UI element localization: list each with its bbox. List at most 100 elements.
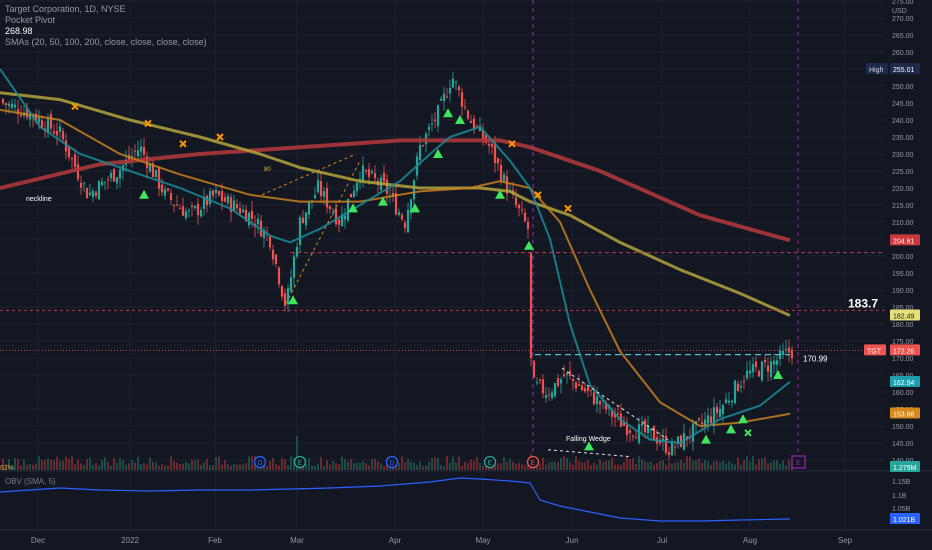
annotation-80: 80 [264,167,271,173]
volume-bar [17,458,19,470]
sma20-line [0,68,791,445]
candle-body [181,206,185,216]
volume-bar [764,457,766,470]
candle-body [175,204,179,206]
volume-bar [470,459,472,470]
falling-wedge-annotation: Falling Wedge [566,436,611,443]
volume-bar [641,459,643,470]
volume-bar [281,458,283,470]
volume-bar [230,465,232,470]
indicator-pocket-pivot[interactable]: Pocket Pivot [5,15,56,25]
volume-bar [338,464,340,470]
volume-bar [380,463,382,470]
candle-body [70,157,74,159]
event-marker-icon [385,455,399,469]
candle-body [166,188,170,191]
falling-wedge-upper [561,367,669,441]
pocket-pivot-marker [584,441,594,451]
candle-body [100,181,104,186]
candle-body [172,204,176,206]
volume-bar [320,456,322,470]
volume-bar [137,456,139,470]
candle-body [394,192,398,215]
volume-bar [110,465,112,470]
volume-bar [434,457,436,470]
candle-body [187,210,191,212]
candle-body [316,180,320,192]
volume-bar [728,461,730,470]
candle-body [373,173,377,179]
candle-body [469,120,473,124]
volume-bar [779,464,781,470]
event-marker-label: E [531,460,536,467]
obv-value-badge-bg [890,513,920,524]
candle-body [784,348,788,351]
volume-bar [548,462,550,470]
candle-body [184,211,188,219]
volume-bar [335,463,337,470]
candle-body [154,169,158,177]
candle-body [262,229,266,238]
volume-bar [332,461,334,470]
volume-bar [116,462,118,470]
volume-bar [203,462,205,470]
y-axis-tick: 220.00 [892,186,914,193]
y-axis-tick: 170.00 [892,356,914,363]
candle-body [58,126,62,132]
x-axis-tick: Aug [743,536,757,545]
volume-bar [560,457,562,470]
candle-body [115,177,119,184]
sma20-badge: 162.94 [893,380,915,387]
volume-bar [206,458,208,470]
candle-body [718,408,722,417]
candle-body [190,205,194,207]
volume-bar [275,464,277,470]
falling-wedge-lower [547,449,631,458]
ticker-badge: TGT [867,348,882,355]
candle-body [406,209,410,233]
candle-body [523,212,527,222]
candle-body [313,194,317,199]
volume-bar [278,465,280,470]
candle-body [307,201,311,215]
volume-bar [482,465,484,470]
cross-marker [534,191,542,199]
candle-body [328,206,332,210]
volume-bar [191,459,193,470]
obv-axis-tick: 1.1B [892,493,907,500]
x-axis-tick: Jul [657,536,667,545]
candle-body [529,252,533,358]
volume-bar [374,458,376,470]
candle-body [757,371,761,377]
volume-bar [272,457,274,470]
y-axis-tick: 240.00 [892,118,914,125]
candle-body [466,110,470,119]
candle-body [292,256,296,278]
volume-bar [698,458,700,470]
volume-bar [104,457,106,470]
pocket-pivot-marker [524,240,534,250]
candle-body [277,267,281,285]
candle-body [541,379,545,394]
trend-line-80 [261,153,357,196]
indicator-smas[interactable]: SMAs (20, 50, 100, 200, close, close, cl… [5,37,207,47]
y-axis-tick: 235.00 [892,135,914,142]
candle-body [628,430,632,433]
volume-bar [86,459,88,470]
sma100-line [0,91,791,317]
candle-body [73,154,77,168]
volume-bar [455,462,457,470]
candle-body [244,209,248,222]
candle-body [55,130,59,136]
y-axis-tick: 150.00 [892,424,914,431]
volume-bar [323,465,325,470]
volume-bar [185,461,187,470]
candle-body [754,361,758,368]
volume-bar [605,460,607,470]
volume-bar [176,462,178,470]
volume-bar [635,463,637,470]
volume-bar [671,463,673,470]
volume-bar [149,457,151,470]
high-label-bg [866,62,888,74]
